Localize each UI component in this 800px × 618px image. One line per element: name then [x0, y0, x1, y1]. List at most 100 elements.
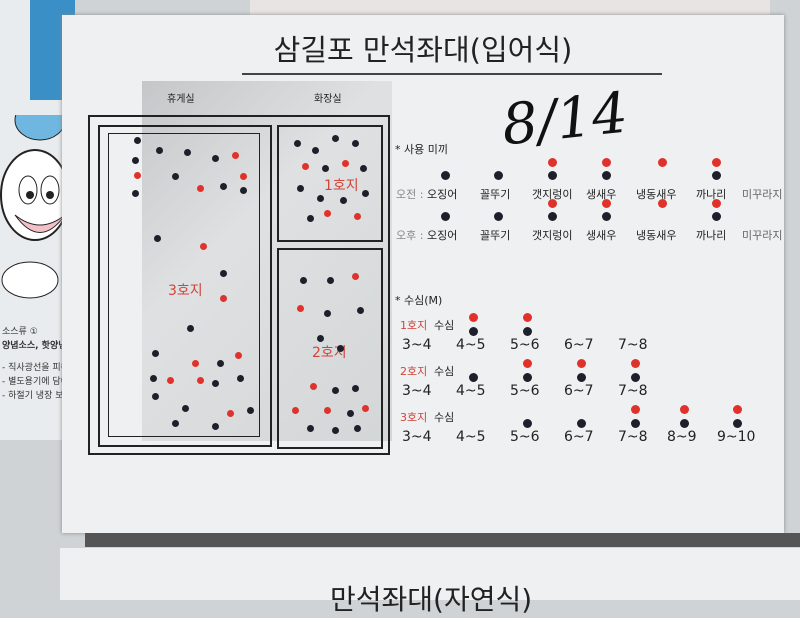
red-marker: [302, 163, 309, 170]
bait-row-label: 오후 :: [396, 229, 424, 242]
red-marker: [310, 383, 317, 390]
black-marker: [212, 380, 219, 387]
title-underline: [242, 73, 662, 75]
depth-range: 7~8: [618, 429, 648, 445]
red-marker: [167, 377, 174, 384]
red-marker: [631, 359, 640, 368]
pond-label: 3호지: [400, 411, 428, 424]
black-marker: [220, 183, 227, 190]
notice-paper: 삼길포 만석좌대(입어식) 8/14 휴게실 화장실 3호지 1호지 2호지 *…: [62, 15, 784, 533]
depth-heading: * 수심(M): [395, 294, 443, 307]
black-marker: [312, 147, 319, 154]
bait-item: 냉동새우: [636, 188, 677, 201]
sign-line: 소스류 ①: [2, 327, 38, 337]
bait-item: 갯지렁이: [532, 188, 573, 201]
black-marker: [523, 373, 532, 382]
sign-line: - 하절기 냉장 보관: [2, 391, 72, 401]
bait-item: 냉동새우: [636, 229, 677, 242]
bait-row-label: 오전 :: [396, 188, 424, 201]
red-marker: [134, 172, 141, 179]
black-marker: [240, 187, 247, 194]
red-marker: [324, 407, 331, 414]
black-marker: [494, 171, 503, 180]
depth-range: 4~5: [456, 337, 486, 353]
room-label-lounge: 휴게실: [167, 94, 195, 105]
depth-range: 5~6: [510, 383, 540, 399]
black-marker: [332, 135, 339, 142]
bait-item: 꼴뚜기: [480, 188, 511, 201]
red-marker: [192, 360, 199, 367]
pond-2-box: [277, 248, 383, 449]
black-marker: [212, 423, 219, 430]
black-marker: [300, 277, 307, 284]
red-marker: [548, 199, 557, 208]
red-marker: [658, 158, 667, 167]
black-marker: [307, 215, 314, 222]
red-marker: [712, 199, 721, 208]
black-marker: [327, 277, 334, 284]
red-marker: [469, 313, 478, 322]
duck-cartoon-icon: [0, 115, 70, 299]
pond-3-inner: [108, 133, 260, 437]
pond-1-box: [277, 125, 383, 242]
depth-range: 3~4: [402, 429, 432, 445]
zone-label-3: 3호지: [168, 283, 203, 299]
depth-range: 6~7: [564, 429, 594, 445]
black-marker: [322, 165, 329, 172]
black-marker: [631, 419, 640, 428]
red-marker: [680, 405, 689, 414]
black-marker: [602, 171, 611, 180]
black-marker: [154, 235, 161, 242]
red-marker: [342, 160, 349, 167]
bait-item: 갯지렁이: [532, 229, 573, 242]
bait-item: 까나리: [696, 188, 727, 201]
black-marker: [494, 212, 503, 221]
bait-heading: * 사용 미끼: [395, 143, 448, 156]
bait-item: 생새우: [586, 188, 617, 201]
red-marker: [602, 199, 611, 208]
black-marker: [132, 157, 139, 164]
red-marker: [733, 405, 742, 414]
black-marker: [523, 419, 532, 428]
black-marker: [297, 185, 304, 192]
black-marker: [324, 310, 331, 317]
depth-range: 6~7: [564, 383, 594, 399]
black-marker: [332, 427, 339, 434]
black-marker: [712, 171, 721, 180]
red-marker: [292, 407, 299, 414]
depth-range: 3~4: [402, 337, 432, 353]
black-marker: [184, 149, 191, 156]
black-marker: [352, 385, 359, 392]
black-marker: [362, 190, 369, 197]
top-poster: [250, 0, 770, 18]
bait-item: 오징어: [427, 229, 458, 242]
depth-range: 6~7: [564, 337, 594, 353]
black-marker: [680, 419, 689, 428]
black-marker: [441, 212, 450, 221]
red-marker: [235, 352, 242, 359]
black-marker: [712, 212, 721, 221]
bait-item: 오징어: [427, 188, 458, 201]
black-marker: [150, 375, 157, 382]
room-label-restroom: 화장실: [314, 94, 342, 105]
red-marker: [548, 158, 557, 167]
black-marker: [602, 212, 611, 221]
black-marker: [340, 197, 347, 204]
black-marker: [357, 307, 364, 314]
bait-item: 미꾸라지: [742, 188, 783, 201]
sign-line: 양념소스, 핫양념소스: [2, 341, 84, 351]
red-marker: [523, 313, 532, 322]
bait-item: 꼴뚜기: [480, 229, 511, 242]
black-marker: [132, 190, 139, 197]
black-marker: [577, 373, 586, 382]
red-marker: [220, 295, 227, 302]
depth-range: 4~5: [456, 383, 486, 399]
black-marker: [294, 140, 301, 147]
adjacent-sign: 소스류 ① 양념소스, 핫양념소스 - 직사광선을 피해 - 별도용기에 담아 …: [0, 0, 83, 440]
bait-item: 까나리: [696, 229, 727, 242]
black-marker: [631, 373, 640, 382]
black-marker: [247, 407, 254, 414]
black-marker: [469, 327, 478, 336]
sign-line: - 직사광선을 피해: [2, 363, 69, 373]
black-marker: [217, 360, 224, 367]
